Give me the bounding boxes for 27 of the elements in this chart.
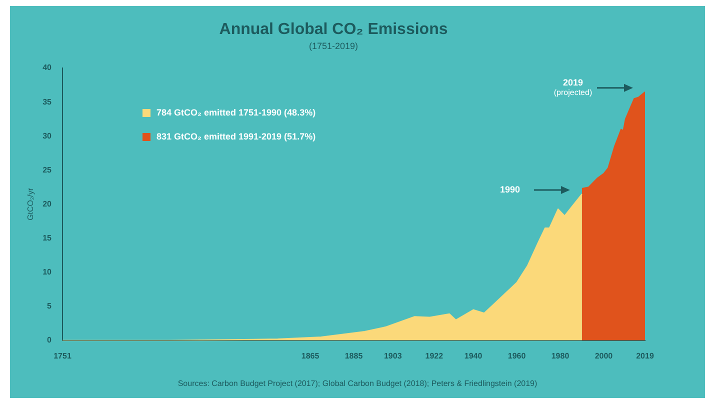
- y-tick-label: 5: [47, 302, 52, 311]
- y-tick-label: 30: [42, 131, 52, 140]
- y-tick-label: 35: [42, 97, 52, 106]
- x-tick-label: 1903: [384, 351, 402, 360]
- legend-label: 784 GtCO₂ emitted 1751-1990 (48.3%): [156, 107, 316, 118]
- x-tick-label: 1980: [551, 351, 570, 360]
- annotation: 1990: [500, 184, 520, 194]
- x-tick-label: 1885: [344, 351, 364, 360]
- chart-title: Annual Global CO₂ Emissions: [219, 21, 448, 38]
- y-tick-label: 40: [42, 63, 52, 72]
- chart-subtitle: (1751-2019): [308, 41, 358, 52]
- x-tick-label: 1865: [301, 351, 320, 360]
- x-tick-label: 2019: [636, 351, 654, 360]
- y-tick-label: 25: [42, 165, 52, 174]
- source-note: Sources: Carbon Budget Project (2017); Global Carbon Budget (2018); Peters & Friedlingstein (2019): [178, 379, 538, 388]
- legend-label: 831 GtCO₂ emitted 1991-2019 (51.7%): [156, 131, 316, 142]
- x-tick-label: 1960: [508, 351, 526, 360]
- y-tick-label: 15: [42, 233, 52, 242]
- x-tick-label: 1940: [464, 351, 483, 360]
- y-axis-title: GtCO₂/yr: [26, 188, 36, 220]
- x-tick-label: 1922: [425, 351, 444, 360]
- y-tick-label: 20: [42, 199, 52, 208]
- y-tick-label: 10: [42, 268, 52, 277]
- y-tick-label: 0: [47, 336, 52, 345]
- x-tick-label: 2000: [594, 351, 614, 360]
- x-tick-label: 1751: [54, 351, 72, 360]
- annotation: 2019 (projected): [554, 77, 592, 98]
